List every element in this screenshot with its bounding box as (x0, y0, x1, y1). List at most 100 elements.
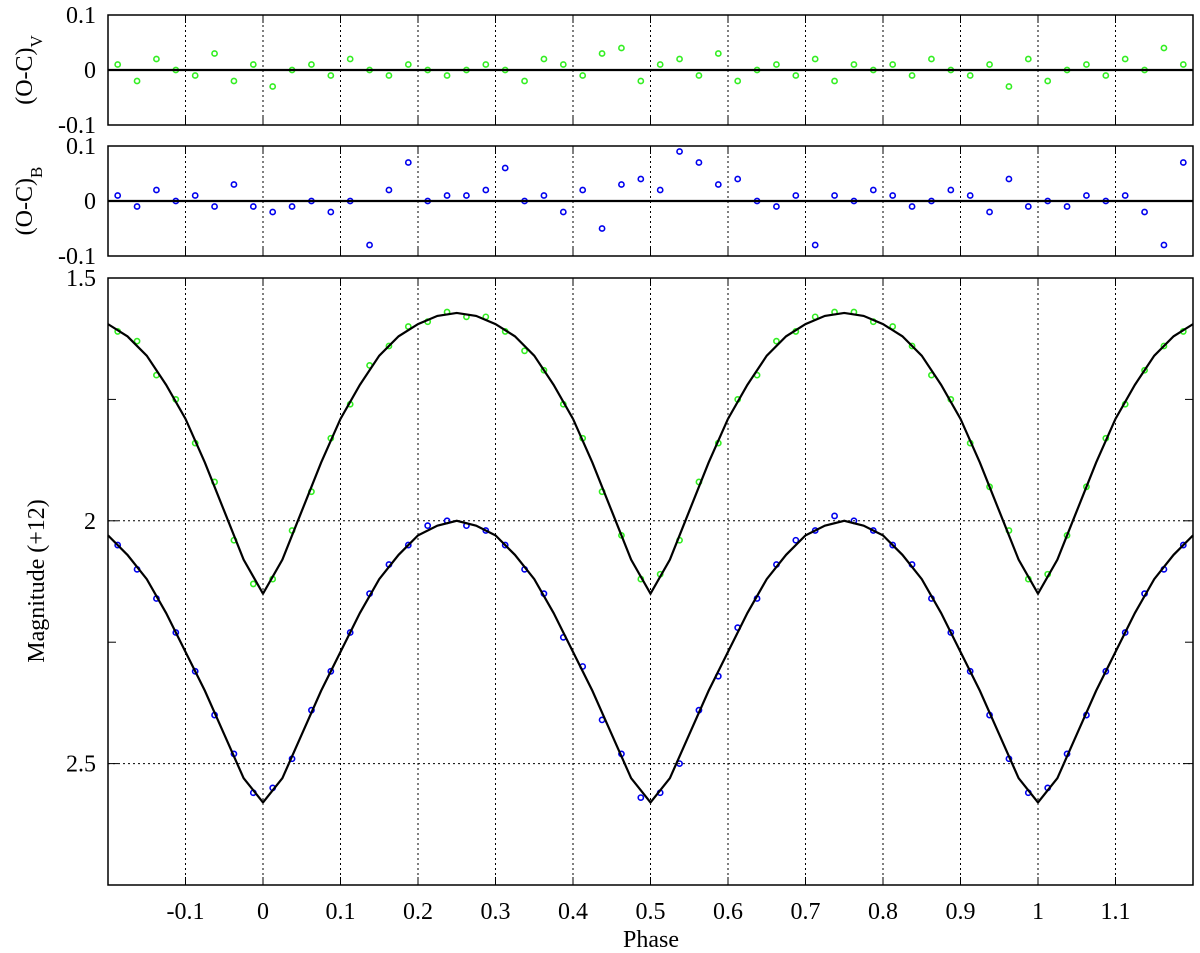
data-point (269, 83, 277, 90)
data-point (1141, 366, 1148, 374)
data-point (773, 203, 780, 210)
x-tick-label: 0.7 (791, 899, 821, 925)
data-point (714, 50, 722, 57)
y-axis-label: (O-C)V (12, 34, 46, 104)
data-point (230, 77, 238, 85)
x-tick-label: 0.4 (558, 899, 588, 925)
data-point (947, 186, 955, 194)
data-point (153, 186, 160, 194)
data-point (191, 192, 199, 199)
y-axis-label-main: (O-C) (12, 47, 38, 104)
data-point (773, 337, 780, 345)
data-point (947, 629, 955, 636)
data-point (637, 794, 645, 801)
data-point (1121, 55, 1129, 63)
data-point (501, 541, 509, 549)
y-tick-label: -0.1 (58, 113, 96, 139)
data-point (249, 203, 257, 210)
data-point (404, 159, 412, 166)
data-point (211, 203, 218, 210)
data-point (424, 522, 432, 530)
data-point (734, 77, 742, 85)
data-point (385, 342, 393, 350)
data-point (734, 175, 742, 183)
x-axis-label: Phase (623, 927, 679, 953)
data-point (618, 181, 625, 188)
data-point (327, 208, 335, 216)
data-point (1083, 61, 1090, 68)
data-point (579, 72, 587, 79)
data-point (1160, 342, 1168, 350)
data-point (928, 55, 935, 63)
y-axis-label-sub: V (27, 34, 46, 47)
data-point (579, 186, 587, 194)
data-point (637, 175, 645, 183)
y-axis-label-sub: B (27, 167, 46, 178)
data-point (966, 72, 974, 79)
data-point (1141, 208, 1148, 216)
data-point (811, 241, 819, 249)
data-point (463, 192, 470, 199)
data-point (811, 55, 819, 63)
data-point (1102, 667, 1110, 675)
data-point (908, 72, 916, 79)
data-point (908, 203, 916, 210)
y-axis-label: Magnitude (+12) (24, 499, 50, 663)
data-point (1063, 203, 1071, 210)
data-point (249, 580, 257, 588)
data-point (1160, 241, 1168, 249)
data-point (443, 72, 451, 79)
data-point (249, 61, 257, 68)
x-tick-label: 0.5 (636, 899, 666, 925)
data-point (269, 208, 277, 216)
data-point (1005, 83, 1013, 90)
plot-frame (107, 14, 1194, 126)
data-point (598, 50, 606, 57)
data-point (559, 61, 567, 68)
data-point (637, 77, 645, 85)
data-point (1005, 175, 1013, 183)
data-point (1102, 72, 1110, 79)
data-point (559, 208, 567, 216)
data-point (346, 55, 354, 63)
data-point (773, 61, 780, 68)
data-point (714, 181, 722, 188)
y-axis-label-main: (O-C) (12, 178, 38, 235)
data-point (385, 186, 393, 194)
data-point (501, 164, 509, 172)
data-point (521, 77, 528, 85)
data-point (482, 527, 490, 534)
x-tick-label: 0.6 (713, 899, 743, 925)
data-point (404, 541, 412, 549)
x-tick-label: 1 (1032, 899, 1044, 925)
x-tick-label: 0 (257, 899, 269, 925)
data-point (482, 186, 490, 194)
data-point (695, 159, 703, 166)
data-point (191, 667, 199, 675)
data-point (966, 192, 974, 199)
y-axis-label: (O-C)B (12, 167, 46, 236)
data-point (811, 527, 819, 534)
data-point (521, 347, 528, 355)
data-point (889, 192, 897, 199)
plot-frame (107, 277, 1194, 886)
data-point (831, 512, 838, 520)
plot-frame (107, 145, 1194, 257)
data-point (114, 192, 122, 199)
x-tick-label: 0.1 (326, 899, 356, 925)
data-point (869, 186, 877, 194)
data-point (792, 536, 800, 544)
data-point (346, 629, 354, 636)
data-point (114, 541, 122, 549)
y-tick-label: 2.5 (66, 752, 96, 778)
x-tick-label: -0.1 (167, 899, 205, 925)
data-point (676, 148, 683, 155)
data-point (656, 186, 664, 194)
data-point (889, 541, 897, 549)
model-line (107, 311, 1194, 596)
y-tick-label: 0.1 (66, 3, 96, 29)
data-point (366, 241, 373, 249)
x-tick-label: 0.8 (868, 899, 898, 925)
data-point (540, 192, 548, 199)
data-point (986, 61, 993, 68)
